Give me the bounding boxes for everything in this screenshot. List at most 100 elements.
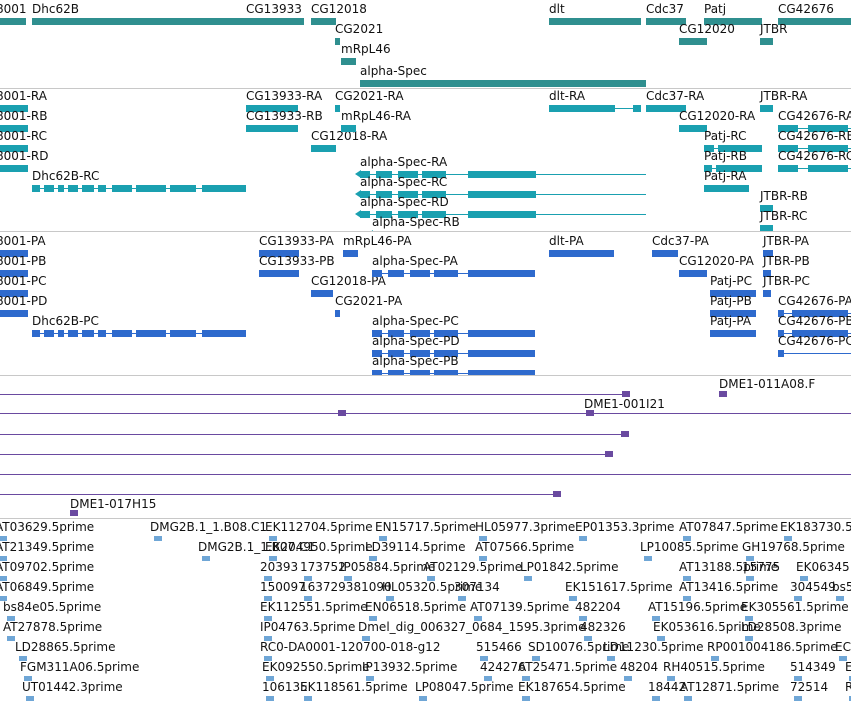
est-515466-label[interactable]: 515466 (476, 640, 522, 654)
est-ep01353-3prime-label[interactable]: EP01353.3prime (575, 520, 675, 534)
dhc62b-rc-exon[interactable] (112, 185, 132, 192)
8001-label[interactable]: 8001 (0, 2, 27, 16)
cdc37-ra-feature[interactable] (646, 105, 686, 112)
jtbr-ra-label[interactable]: JTBR-RA (760, 89, 808, 103)
dhc62b-rc-exon[interactable] (136, 185, 166, 192)
alpha-spec-rc-exon[interactable] (468, 191, 536, 198)
dlt-pa-label[interactable]: dlt-PA (549, 234, 584, 248)
patj-pb-feature[interactable] (710, 310, 756, 317)
mrpl46-pa-label[interactable]: mRpL46-PA (343, 234, 412, 248)
8001-ra-feature[interactable] (0, 105, 28, 112)
est-482204-label[interactable]: 482204 (575, 600, 621, 614)
est-feature[interactable] (683, 576, 691, 581)
est-feature[interactable] (266, 696, 274, 701)
cg2021-pa-feature[interactable] (335, 310, 340, 317)
patj-pa-label[interactable]: Patj-PA (710, 314, 752, 328)
cg42676-pa-exon[interactable] (792, 310, 848, 317)
jtbr-pc-feature[interactable] (763, 290, 771, 297)
8001-rc-label[interactable]: 8001-RC (0, 129, 47, 143)
cg12020-ra-label[interactable]: CG12020-RA (679, 109, 756, 123)
patj-rc-exon[interactable] (718, 145, 762, 152)
est-at07566-5prime-label[interactable]: AT07566.5prime (475, 540, 575, 554)
patj-ra-label[interactable]: Patj-RA (704, 169, 747, 183)
est-feature[interactable] (19, 656, 27, 661)
est-feature[interactable] (711, 656, 719, 661)
dhc62b-rc-label[interactable]: Dhc62B-RC (32, 169, 100, 183)
est-at13416-5prime-label[interactable]: AT13416.5prime (679, 580, 779, 594)
cg2021-pa-label[interactable]: CG2021-PA (335, 294, 403, 308)
est-e-label[interactable]: E (845, 660, 851, 674)
est-feature[interactable] (524, 576, 532, 581)
cg12018-pa-label[interactable]: CG12018-PA (311, 274, 386, 288)
alpha-spec-pb-exon[interactable] (372, 370, 382, 375)
jtbr-rc-label[interactable]: JTBR-RC (760, 209, 808, 223)
alpha-spec-rd-exon[interactable] (360, 211, 370, 218)
est-feature[interactable] (794, 596, 802, 601)
est-feature[interactable] (386, 596, 394, 601)
cg42676-pc-label[interactable]: CG42676-PC (778, 334, 851, 348)
est-feature[interactable] (369, 556, 377, 561)
jtbr-feature[interactable] (760, 38, 773, 45)
mrpl46-label[interactable]: mRpL46 (341, 42, 391, 56)
est-304549-label[interactable]: 304549 (790, 580, 836, 594)
est-ek053616-5prime-label[interactable]: EK053616.5prime (653, 620, 761, 634)
est-at07139-5prime-label[interactable]: AT07139.5prime (470, 600, 570, 614)
alpha-spec-pd-exon[interactable] (434, 350, 458, 357)
est-feature[interactable] (269, 536, 277, 541)
clone-end-marker[interactable] (586, 410, 594, 416)
dhc62b-pc-exon[interactable] (32, 330, 40, 337)
est-ek06345-label[interactable]: EK06345 (796, 560, 850, 574)
alpha-spec-rd-exon[interactable] (398, 211, 418, 218)
8001-feature[interactable] (0, 18, 26, 25)
est-ld39114-5prime-label[interactable]: LD39114.5prime (365, 540, 466, 554)
alpha-spec-rc-label[interactable]: alpha-Spec-RC (360, 175, 448, 189)
alpha-spec-feature[interactable] (360, 80, 646, 87)
est-lp01842-5prime-label[interactable]: LP01842.5prime (520, 560, 619, 574)
est-173752-label[interactable]: 173752 (300, 560, 346, 574)
alpha-spec-ra-exon[interactable] (376, 171, 392, 178)
alpha-spec-pa-exon[interactable] (434, 270, 458, 277)
cg42676-rc-exon[interactable] (778, 165, 798, 172)
cg13933-label[interactable]: CG13933 (246, 2, 302, 16)
est-ld28508-3prime-label[interactable]: LD28508.3prime (741, 620, 842, 634)
clone-end-marker[interactable] (553, 491, 561, 497)
est-feature[interactable] (366, 676, 374, 681)
dlt-ra-exon[interactable] (633, 105, 641, 112)
est-ek092550-5prime-label[interactable]: EK092550.5prime (262, 660, 370, 674)
cg42676-rb-exon[interactable] (778, 145, 798, 152)
est-feature[interactable] (652, 696, 660, 701)
est-feature[interactable] (264, 576, 272, 581)
dlt-feature[interactable] (549, 18, 641, 25)
cg12020-ra-feature[interactable] (679, 125, 707, 132)
cg12020-feature[interactable] (679, 38, 707, 45)
est-ld11230-5prime-label[interactable]: LD11230.5prime (603, 640, 704, 654)
dlt-pa-feature[interactable] (549, 250, 614, 257)
est-feature[interactable] (458, 596, 466, 601)
est-feature[interactable] (304, 696, 312, 701)
est-feature[interactable] (836, 596, 844, 601)
alpha-spec-pd-exon[interactable] (388, 350, 404, 357)
est-feature[interactable] (683, 536, 691, 541)
est-18442-label[interactable]: 18442 (648, 680, 687, 694)
est-ek305561-5prime-label[interactable]: EK305561.5prime (741, 600, 849, 614)
alpha-spec-rd-exon[interactable] (468, 211, 536, 218)
cdc37-feature[interactable] (646, 18, 686, 25)
est-at27878-5prime-label[interactable]: AT27878.5prime (3, 620, 103, 634)
patj-feature[interactable] (704, 18, 762, 25)
est-feature[interactable] (849, 676, 851, 681)
est-feature[interactable] (746, 576, 754, 581)
dhc62b-rc-exon[interactable] (44, 185, 54, 192)
est-at21349-5prime-label[interactable]: AT21349.5prime (0, 540, 95, 554)
clone-end-marker[interactable] (719, 391, 727, 397)
est-feature[interactable] (304, 596, 312, 601)
est-feature[interactable] (264, 636, 272, 641)
clone-span-line[interactable] (0, 434, 628, 435)
est-feature[interactable] (202, 556, 210, 561)
alpha-spec-rc-exon[interactable] (398, 191, 418, 198)
dhc62b-pc-exon[interactable] (68, 330, 78, 337)
est-bs84e05-5prime-label[interactable]: bs84e05.5prime (3, 600, 102, 614)
alpha-spec-rc-exon[interactable] (422, 191, 446, 198)
est-424276-label[interactable]: 424276 (480, 660, 526, 674)
jtbr-rb-label[interactable]: JTBR-RB (760, 189, 808, 203)
cg42676-pb-exon[interactable] (792, 330, 848, 337)
